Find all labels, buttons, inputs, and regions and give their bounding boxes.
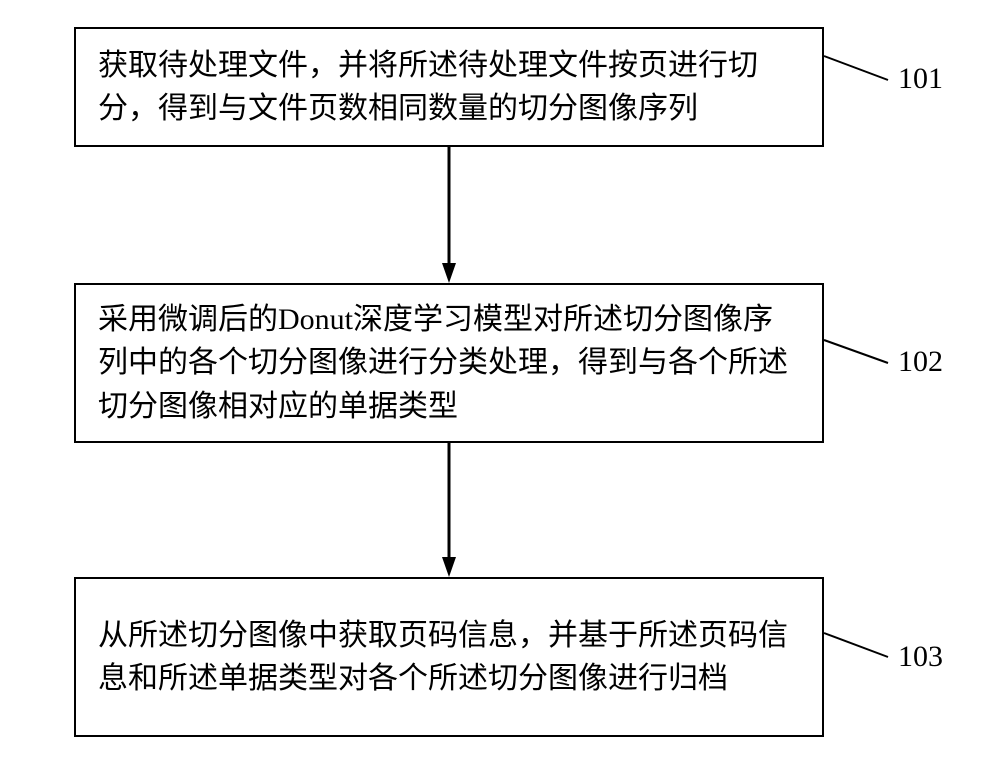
leader-line	[824, 56, 888, 80]
step-number-label: 101	[898, 62, 943, 96]
leader-line	[824, 340, 888, 363]
flow-node-1: 获取待处理文件，并将所述待处理文件按页进行切分，得到与文件页数相同数量的切分图像…	[74, 27, 824, 147]
step-number-label: 102	[898, 345, 943, 379]
step-number-label: 103	[898, 640, 943, 674]
flow-node-text: 获取待处理文件，并将所述待处理文件按页进行切分，得到与文件页数相同数量的切分图像…	[98, 44, 800, 131]
arrowhead-icon	[442, 557, 456, 577]
flow-node-text: 采用微调后的Donut深度学习模型对所述切分图像序列中的各个切分图像进行分类处理…	[98, 298, 800, 429]
leader-line	[824, 633, 888, 657]
flow-node-2: 采用微调后的Donut深度学习模型对所述切分图像序列中的各个切分图像进行分类处理…	[74, 283, 824, 443]
flow-node-3: 从所述切分图像中获取页码信息，并基于所述页码信息和所述单据类型对各个所述切分图像…	[74, 577, 824, 737]
flow-node-text: 从所述切分图像中获取页码信息，并基于所述页码信息和所述单据类型对各个所述切分图像…	[98, 614, 800, 701]
arrowhead-icon	[442, 263, 456, 283]
